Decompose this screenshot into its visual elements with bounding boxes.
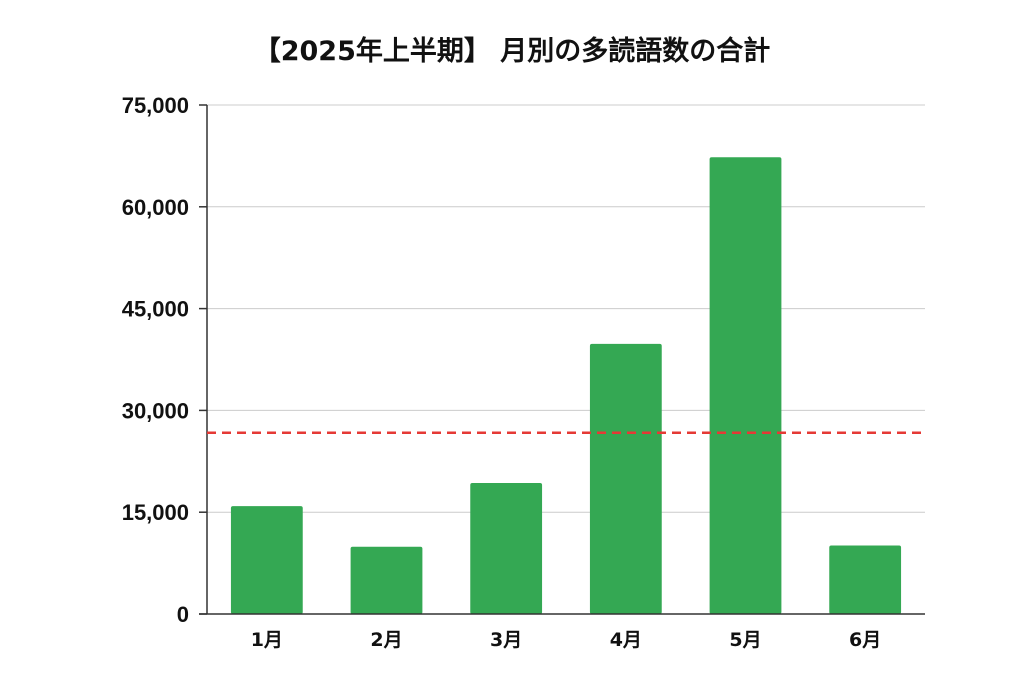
bar-2 (350, 546, 423, 614)
chart-title: 【2025年上半期】 月別の多読語数の合計 (254, 35, 771, 67)
y-tick-label: 15,000 (122, 500, 189, 525)
x-tick-label: 1月 (251, 629, 283, 651)
bar-5 (709, 157, 782, 615)
axes (199, 104, 925, 615)
bar-4 (589, 343, 662, 614)
x-tick-label: 6月 (849, 629, 881, 651)
bar-3 (470, 483, 543, 614)
x-axis-ticks: 1月 2月 3月 4月 5月 6月 (251, 629, 882, 651)
y-tick-label: 0 (177, 602, 189, 627)
y-tick-label: 75,000 (122, 93, 189, 118)
bar-6 (829, 545, 902, 614)
y-tick-label: 45,000 (122, 297, 189, 322)
y-tick-label: 30,000 (122, 398, 189, 423)
bars (230, 157, 902, 615)
x-tick-label: 3月 (490, 629, 522, 651)
x-tick-label: 4月 (610, 629, 642, 651)
gridlines (207, 104, 925, 513)
y-tick-label: 60,000 (122, 195, 189, 220)
y-axis-ticks: 0 15,000 30,000 45,000 60,000 75,000 (122, 93, 189, 627)
x-tick-label: 2月 (370, 629, 402, 651)
bar-1 (230, 506, 303, 614)
x-tick-label: 5月 (729, 629, 761, 651)
